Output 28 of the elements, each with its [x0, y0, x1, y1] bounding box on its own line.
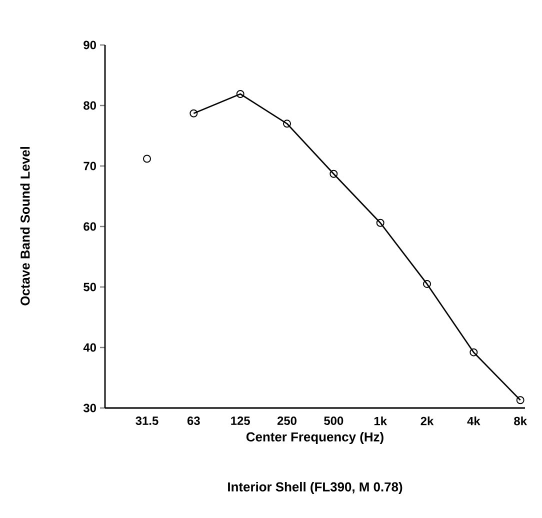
x-tick-label: 250 [277, 416, 296, 425]
point [376, 218, 384, 227]
x-axis-title: Center Frequency (Hz) [246, 432, 384, 444]
point [143, 154, 151, 163]
x-tick-label: 31.5 [136, 416, 158, 426]
y-tick-label: 60 [84, 222, 96, 231]
y-axis-title: Octave Band Sound Level [20, 147, 30, 306]
x-tick-label: 4k [467, 416, 480, 426]
point [283, 120, 292, 128]
point [236, 90, 244, 98]
y-tick-label: 50 [84, 282, 96, 292]
x-tick-label: 125 [231, 416, 250, 425]
y-tick-label: 40 [83, 343, 96, 352]
x-tick-label: 63 [187, 416, 200, 426]
point [516, 396, 524, 404]
point [423, 280, 432, 288]
x-tick-label: 500 [324, 416, 344, 425]
y-tick-label: 30 [83, 404, 96, 412]
x-tick-label: 2k [420, 416, 434, 426]
point [190, 109, 198, 118]
x-tick-label: 8k [514, 416, 527, 426]
y-tick-label: 90 [84, 40, 96, 50]
x-tick-label: 1k [374, 416, 387, 426]
point [470, 348, 478, 356]
text: Interior Shell (FL390, M 0.78) [228, 482, 402, 494]
y-tick-label: 80 [84, 101, 96, 110]
point [330, 170, 338, 178]
y-tick-label: 70 [84, 162, 96, 170]
